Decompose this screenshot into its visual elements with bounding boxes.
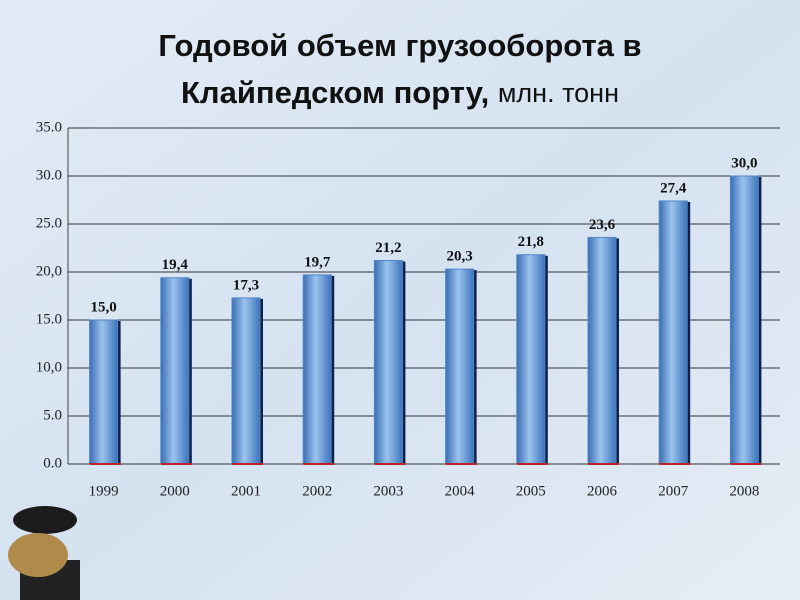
- bar: [89, 319, 119, 465]
- bar: [729, 175, 759, 465]
- unit: млн. тонн: [498, 78, 619, 108]
- value-label: 23,6: [589, 217, 616, 233]
- chart-title: Годовой объем грузооборота в: [158, 28, 641, 63]
- x-tick-label: 2008: [729, 483, 759, 499]
- y-tick-label: 30.0: [36, 167, 62, 183]
- y-tick-label: 0.0: [43, 455, 62, 471]
- x-tick-label: 2001: [231, 483, 261, 499]
- y-tick-label: 35.0: [36, 119, 62, 135]
- y-tick-label: 20,0: [36, 263, 62, 279]
- x-tick-label: 2002: [302, 483, 332, 499]
- bar: [231, 297, 261, 465]
- bar: [373, 259, 403, 465]
- value-label: 19,7: [304, 254, 331, 270]
- value-label: 27,4: [660, 180, 687, 196]
- y-tick-label: 25.0: [36, 215, 62, 231]
- value-label: 19,4: [162, 257, 189, 273]
- x-tick-label: 1999: [89, 483, 119, 499]
- bar: [516, 254, 546, 465]
- bar: [302, 274, 332, 465]
- bar: [445, 268, 475, 465]
- bar: [160, 277, 190, 465]
- title-line: Клайпедском порту, млн. тонн: [181, 75, 619, 110]
- value-label: 30,0: [731, 155, 757, 171]
- value-label: 20,3: [446, 249, 472, 265]
- x-tick-label: 2003: [373, 483, 403, 499]
- x-tick-label: 2007: [658, 483, 689, 499]
- bar: [658, 200, 688, 465]
- value-label: 21,2: [375, 240, 401, 256]
- y-tick-label: 5.0: [43, 407, 62, 423]
- value-label: 17,3: [233, 277, 259, 293]
- x-tick-label: 2004: [445, 483, 476, 499]
- x-tick-label: 2005: [516, 483, 546, 499]
- chart-title: Клайпедском порту,: [181, 75, 489, 110]
- value-label: 15,0: [90, 299, 116, 315]
- value-label: 21,8: [518, 234, 544, 250]
- decoration: [8, 506, 80, 600]
- x-tick-label: 2006: [587, 483, 618, 499]
- x-tick-label: 2000: [160, 483, 190, 499]
- y-tick-label: 15.0: [36, 311, 62, 327]
- bar: [587, 236, 617, 465]
- y-tick-label: 10,0: [36, 359, 62, 375]
